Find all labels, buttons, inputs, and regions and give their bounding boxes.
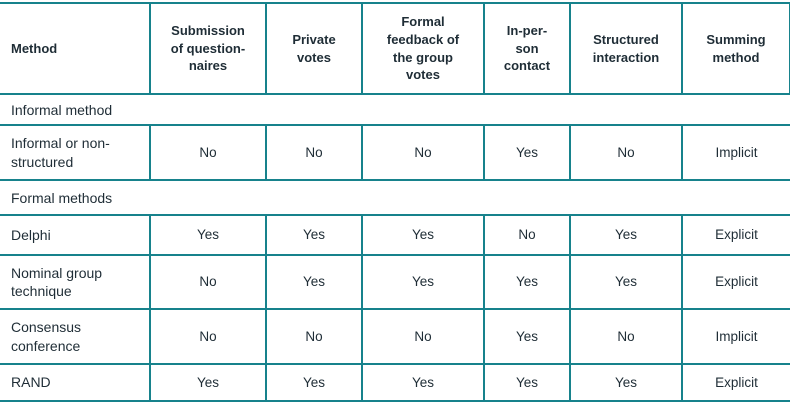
value-cell: Yes xyxy=(266,215,363,256)
method-cell: Informal or non- structured xyxy=(0,125,151,181)
table-row-rand: RAND Yes Yes Yes Yes Yes Explicit xyxy=(0,364,790,402)
value-cell: Implicit xyxy=(682,125,790,181)
value-cell: Explicit xyxy=(682,364,790,402)
value-cell: No xyxy=(570,309,683,365)
method-cell: Consensus conference xyxy=(0,309,151,365)
value-cell: Yes xyxy=(484,364,571,402)
value-cell: Yes xyxy=(484,255,571,310)
method-cell: Delphi xyxy=(0,215,151,256)
value-cell: Yes xyxy=(150,364,267,402)
value-cell: Yes xyxy=(266,364,363,402)
value-cell: No xyxy=(484,215,571,256)
value-cell: Explicit xyxy=(682,255,790,310)
table-row-delphi: Delphi Yes Yes Yes No Yes Explicit xyxy=(0,215,790,256)
section-label: Formal methods xyxy=(0,180,790,216)
value-cell: No xyxy=(150,255,267,310)
value-cell: Yes xyxy=(570,255,683,310)
methods-comparison-table: Method Submission of question- naires Pr… xyxy=(0,2,790,402)
value-cell: Explicit xyxy=(682,215,790,256)
table-row-informal-or-non-structured: Informal or non- structured No No No Yes… xyxy=(0,125,790,181)
section-row-formal-methods: Formal methods xyxy=(0,180,790,216)
section-row-informal-method: Informal method xyxy=(0,94,790,126)
value-cell: Yes xyxy=(362,364,485,402)
section-label: Informal method xyxy=(0,94,790,126)
value-cell: Yes xyxy=(150,215,267,256)
value-cell: Yes xyxy=(484,309,571,365)
table-row-nominal-group-technique: Nominal group technique No Yes Yes Yes Y… xyxy=(0,255,790,310)
value-cell: Yes xyxy=(362,255,485,310)
value-cell: No xyxy=(266,309,363,365)
value-cell: No xyxy=(362,125,485,181)
column-header-method: Method xyxy=(0,2,151,95)
value-cell: Implicit xyxy=(682,309,790,365)
column-header-formal-feedback: Formal feedback of the group votes xyxy=(362,2,485,95)
value-cell: No xyxy=(150,309,267,365)
value-cell: Yes xyxy=(570,215,683,256)
value-cell: Yes xyxy=(570,364,683,402)
column-header-in-person-contact: In-per- son contact xyxy=(484,2,571,95)
value-cell: No xyxy=(266,125,363,181)
header-row: Method Submission of question- naires Pr… xyxy=(0,2,790,95)
column-header-structured-interaction: Structured interaction xyxy=(570,2,683,95)
value-cell: No xyxy=(150,125,267,181)
value-cell: Yes xyxy=(266,255,363,310)
column-header-summing-method: Summing method xyxy=(682,2,790,95)
value-cell: Yes xyxy=(362,215,485,256)
column-header-submission-of-questionnaires: Submission of question- naires xyxy=(150,2,267,95)
value-cell: No xyxy=(570,125,683,181)
table-row-consensus-conference: Consensus conference No No No Yes No Imp… xyxy=(0,309,790,365)
column-header-private-votes: Private votes xyxy=(266,2,363,95)
method-cell: RAND xyxy=(0,364,151,402)
value-cell: Yes xyxy=(484,125,571,181)
value-cell: No xyxy=(362,309,485,365)
method-cell: Nominal group technique xyxy=(0,255,151,310)
